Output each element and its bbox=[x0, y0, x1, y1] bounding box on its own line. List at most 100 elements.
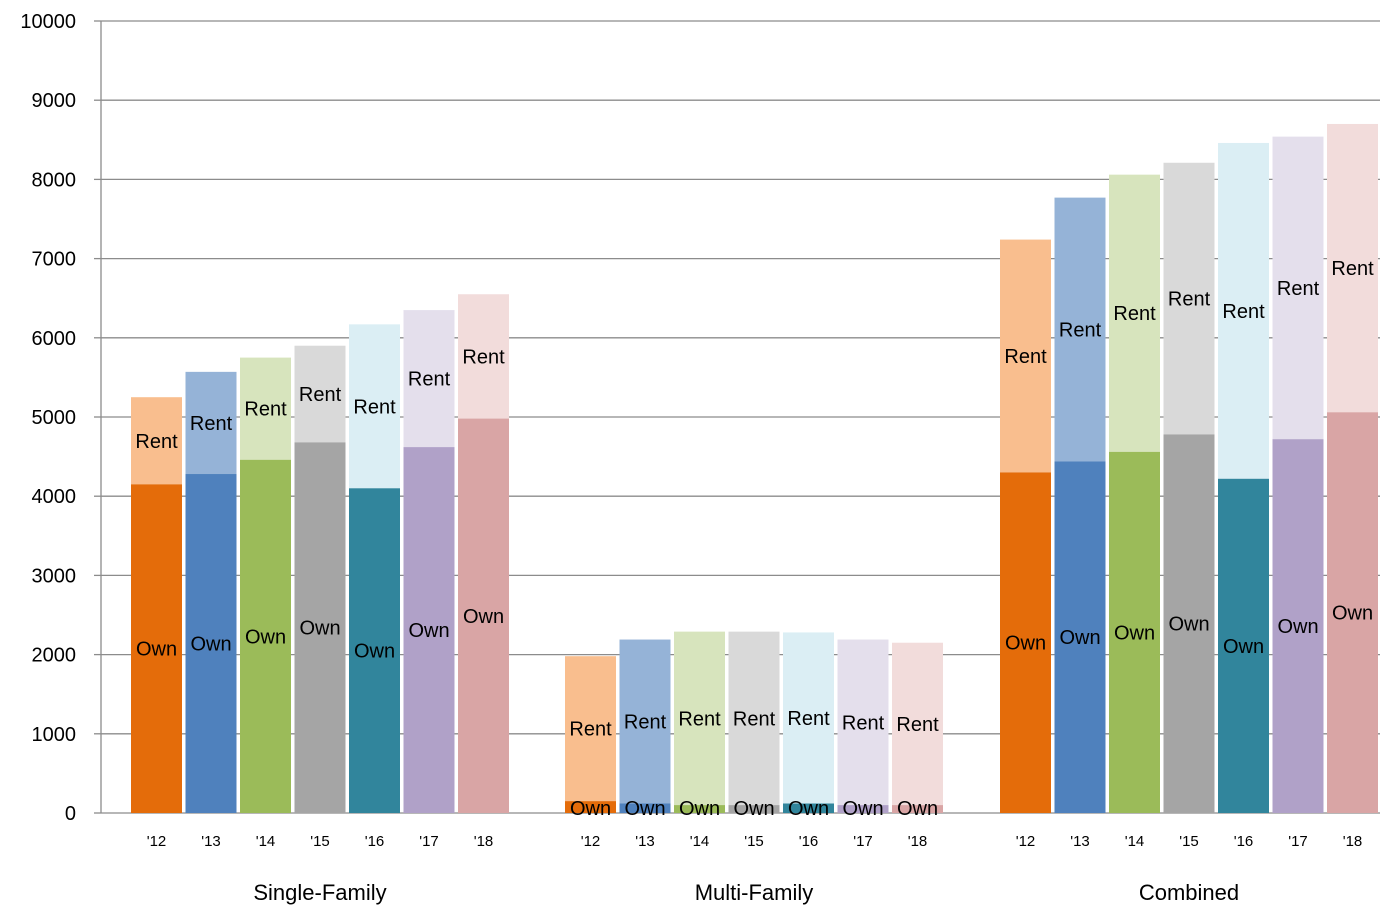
group-labels: Single-Family Multi-Family Combined bbox=[253, 880, 1239, 905]
x-tick-label: '15 bbox=[1179, 833, 1199, 850]
bar-rent-multi-family-4 bbox=[783, 632, 834, 804]
x-tick-label: '12 bbox=[147, 833, 167, 850]
segment-label-rent: Rent bbox=[787, 708, 830, 730]
x-tick-label: '16 bbox=[1234, 833, 1254, 850]
bar-rent-multi-family-0 bbox=[565, 656, 616, 802]
segment-label-own: Own bbox=[1059, 627, 1100, 649]
bar-rent-multi-family-2 bbox=[674, 631, 725, 806]
bar-own-combined-1 bbox=[1054, 461, 1106, 813]
bar-own-single-family-4 bbox=[349, 488, 400, 813]
bar-own-single-family-5 bbox=[403, 447, 455, 813]
y-tick-label: 3000 bbox=[32, 565, 77, 587]
segment-label-own: Own bbox=[463, 606, 504, 628]
x-tick-label: '13 bbox=[635, 833, 655, 850]
y-tick-label: 4000 bbox=[32, 486, 77, 508]
segment-label-rent: Rent bbox=[733, 708, 776, 730]
bar-rent-single-family-3 bbox=[294, 345, 346, 443]
bar-rent-single-family-6 bbox=[458, 294, 509, 419]
segment-label-own: Own bbox=[1005, 633, 1046, 655]
bar-rent-combined-1 bbox=[1054, 197, 1106, 462]
bar-rent-combined-2 bbox=[1109, 174, 1160, 452]
segment-label-own: Own bbox=[624, 798, 665, 820]
y-tick-label: 9000 bbox=[32, 90, 77, 112]
bar-own-combined-4 bbox=[1218, 478, 1269, 813]
y-tick-label: 5000 bbox=[32, 407, 77, 429]
bar-own-combined-5 bbox=[1272, 439, 1324, 813]
segment-label-own: Own bbox=[190, 634, 231, 656]
group-label: Single-Family bbox=[253, 880, 386, 905]
bars bbox=[131, 123, 1378, 813]
bar-rent-single-family-1 bbox=[185, 371, 237, 475]
bar-own-single-family-1 bbox=[185, 474, 237, 813]
segment-label-rent: Rent bbox=[299, 384, 342, 406]
bar-own-combined-2 bbox=[1109, 451, 1160, 813]
segment-label-own: Own bbox=[136, 639, 177, 661]
bar-rent-multi-family-6 bbox=[892, 642, 943, 806]
segment-label-own: Own bbox=[245, 626, 286, 648]
segment-label-own: Own bbox=[570, 798, 611, 820]
x-tick-label: '16 bbox=[365, 833, 385, 850]
bar-own-multi-family-4 bbox=[783, 803, 834, 813]
y-tick-label: 7000 bbox=[32, 249, 77, 271]
segment-label-own: Own bbox=[897, 798, 938, 820]
x-tick-label: '18 bbox=[474, 833, 494, 850]
bar-rent-combined-5 bbox=[1272, 136, 1324, 440]
bar-own-multi-family-2 bbox=[674, 805, 725, 813]
bar-own-multi-family-1 bbox=[619, 803, 671, 813]
bar-own-combined-6 bbox=[1327, 412, 1378, 813]
segment-label-rent: Rent bbox=[1004, 346, 1047, 368]
bar-rent-single-family-0 bbox=[131, 397, 182, 485]
x-tick-label: '16 bbox=[799, 833, 819, 850]
group-label: Combined bbox=[1139, 880, 1239, 905]
bar-own-multi-family-5 bbox=[837, 805, 889, 813]
bar-rent-multi-family-5 bbox=[837, 639, 889, 806]
bar-rent-single-family-2 bbox=[240, 357, 291, 460]
bar-own-combined-3 bbox=[1163, 434, 1215, 813]
segment-label-rent: Rent bbox=[624, 712, 667, 734]
bar-rent-combined-3 bbox=[1163, 162, 1215, 435]
segment-label-own: Own bbox=[354, 641, 395, 663]
segment-label-own: Own bbox=[788, 798, 829, 820]
y-tick-label: 10000 bbox=[20, 11, 76, 33]
bar-rent-single-family-4 bbox=[349, 324, 400, 489]
x-tick-label: '12 bbox=[581, 833, 601, 850]
segment-label-own: Own bbox=[408, 620, 449, 642]
x-tick-label: '18 bbox=[1343, 833, 1363, 850]
y-tick-label: 0 bbox=[65, 803, 76, 825]
x-tick-label: '14 bbox=[690, 833, 710, 850]
segment-label-own: Own bbox=[733, 798, 774, 820]
segment-label-own: Own bbox=[1223, 636, 1264, 658]
segment-label-rent: Rent bbox=[569, 719, 612, 741]
bar-own-single-family-6 bbox=[458, 418, 509, 813]
bar-rent-combined-0 bbox=[1000, 239, 1051, 473]
segment-label-own: Own bbox=[679, 798, 720, 820]
bar-own-multi-family-0 bbox=[565, 801, 616, 813]
x-tick-label: '17 bbox=[419, 833, 439, 850]
segment-label-rent: Rent bbox=[1222, 301, 1265, 323]
y-tick-label: 1000 bbox=[32, 724, 77, 746]
segment-label-rent: Rent bbox=[135, 431, 178, 453]
segment-label-rent: Rent bbox=[190, 413, 233, 435]
bar-rent-multi-family-3 bbox=[728, 631, 780, 806]
segment-label-rent: Rent bbox=[244, 399, 287, 421]
segment-label-rent: Rent bbox=[1113, 303, 1156, 325]
bar-rent-single-family-5 bbox=[403, 310, 455, 448]
segment-label-own: Own bbox=[842, 798, 883, 820]
x-tick-label: '15 bbox=[744, 833, 764, 850]
bar-own-combined-0 bbox=[1000, 472, 1051, 813]
segment-label-rent: Rent bbox=[1168, 289, 1211, 311]
y-tick-label: 6000 bbox=[32, 328, 77, 350]
bar-rent-combined-6 bbox=[1327, 123, 1378, 413]
x-tick-label: '13 bbox=[1070, 833, 1090, 850]
x-tick-label: '14 bbox=[256, 833, 276, 850]
x-tick-label: '12 bbox=[1016, 833, 1036, 850]
bar-own-single-family-3 bbox=[294, 442, 346, 813]
segment-label-rent: Rent bbox=[1059, 319, 1102, 341]
segment-label-rent: Rent bbox=[842, 712, 885, 734]
segment-labels: Rent Own Rent Own Rent Own Rent Own Rent Own Rent O… bbox=[135, 258, 1374, 820]
group-label: Multi-Family bbox=[695, 880, 814, 905]
segment-label-rent: Rent bbox=[462, 346, 505, 368]
bar-own-multi-family-3 bbox=[728, 805, 780, 813]
bar-own-multi-family-6 bbox=[892, 805, 943, 813]
segment-label-rent: Rent bbox=[353, 396, 396, 418]
